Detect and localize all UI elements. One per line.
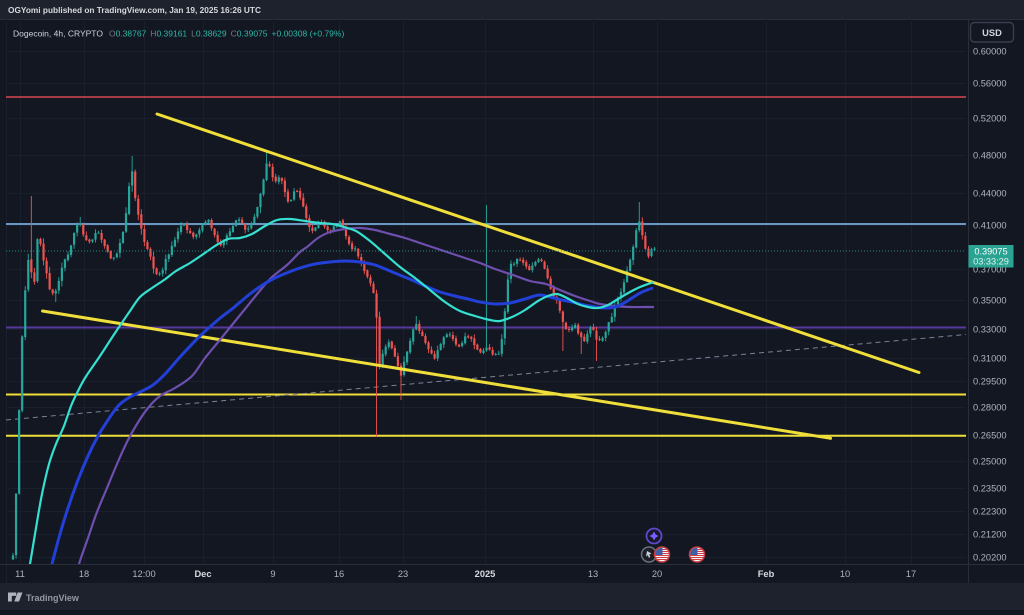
- svg-text:0.26500: 0.26500: [973, 431, 1007, 441]
- svg-text:23: 23: [398, 569, 408, 579]
- svg-text:18: 18: [79, 569, 89, 579]
- svg-text:Feb: Feb: [758, 569, 775, 579]
- svg-text:12:00: 12:00: [132, 569, 155, 579]
- svg-text:0.25000: 0.25000: [973, 457, 1007, 467]
- svg-text:0.35000: 0.35000: [973, 296, 1007, 306]
- svg-text:0.56000: 0.56000: [973, 79, 1007, 89]
- svg-text:17: 17: [906, 569, 916, 579]
- svg-text:0.52000: 0.52000: [973, 114, 1007, 124]
- svg-text:0.48000: 0.48000: [973, 151, 1007, 161]
- svg-text:0.60000: 0.60000: [973, 47, 1007, 57]
- svg-text:0.20200: 0.20200: [973, 553, 1007, 563]
- svg-text:TradingView: TradingView: [26, 593, 80, 603]
- svg-text:OGYomi published on TradingVie: OGYomi published on TradingView.com, Jan…: [8, 5, 261, 15]
- svg-text:0.31000: 0.31000: [973, 354, 1007, 364]
- svg-text:0.33000: 0.33000: [973, 325, 1007, 335]
- svg-text:16: 16: [334, 569, 344, 579]
- svg-text:10: 10: [840, 569, 850, 579]
- svg-text:20: 20: [652, 569, 662, 579]
- svg-text:13: 13: [588, 569, 598, 579]
- svg-text:0.22300: 0.22300: [973, 507, 1007, 517]
- svg-text:2025: 2025: [475, 569, 496, 579]
- svg-text:0.44000: 0.44000: [973, 189, 1007, 199]
- svg-text:0.41000: 0.41000: [973, 221, 1007, 231]
- svg-text:11: 11: [15, 569, 25, 579]
- svg-text:0.37000: 0.37000: [973, 265, 1007, 275]
- svg-text:0.39075: 0.39075: [974, 247, 1007, 257]
- svg-text:9: 9: [270, 569, 275, 579]
- svg-text:0.28000: 0.28000: [973, 403, 1007, 413]
- svg-text:0.29500: 0.29500: [973, 377, 1007, 387]
- svg-text:Dec: Dec: [194, 569, 211, 579]
- svg-text:0.23500: 0.23500: [973, 484, 1007, 494]
- svg-text:USD: USD: [982, 28, 1002, 38]
- svg-text:03:33:29: 03:33:29: [973, 257, 1009, 267]
- svg-text:0.21200: 0.21200: [973, 530, 1007, 540]
